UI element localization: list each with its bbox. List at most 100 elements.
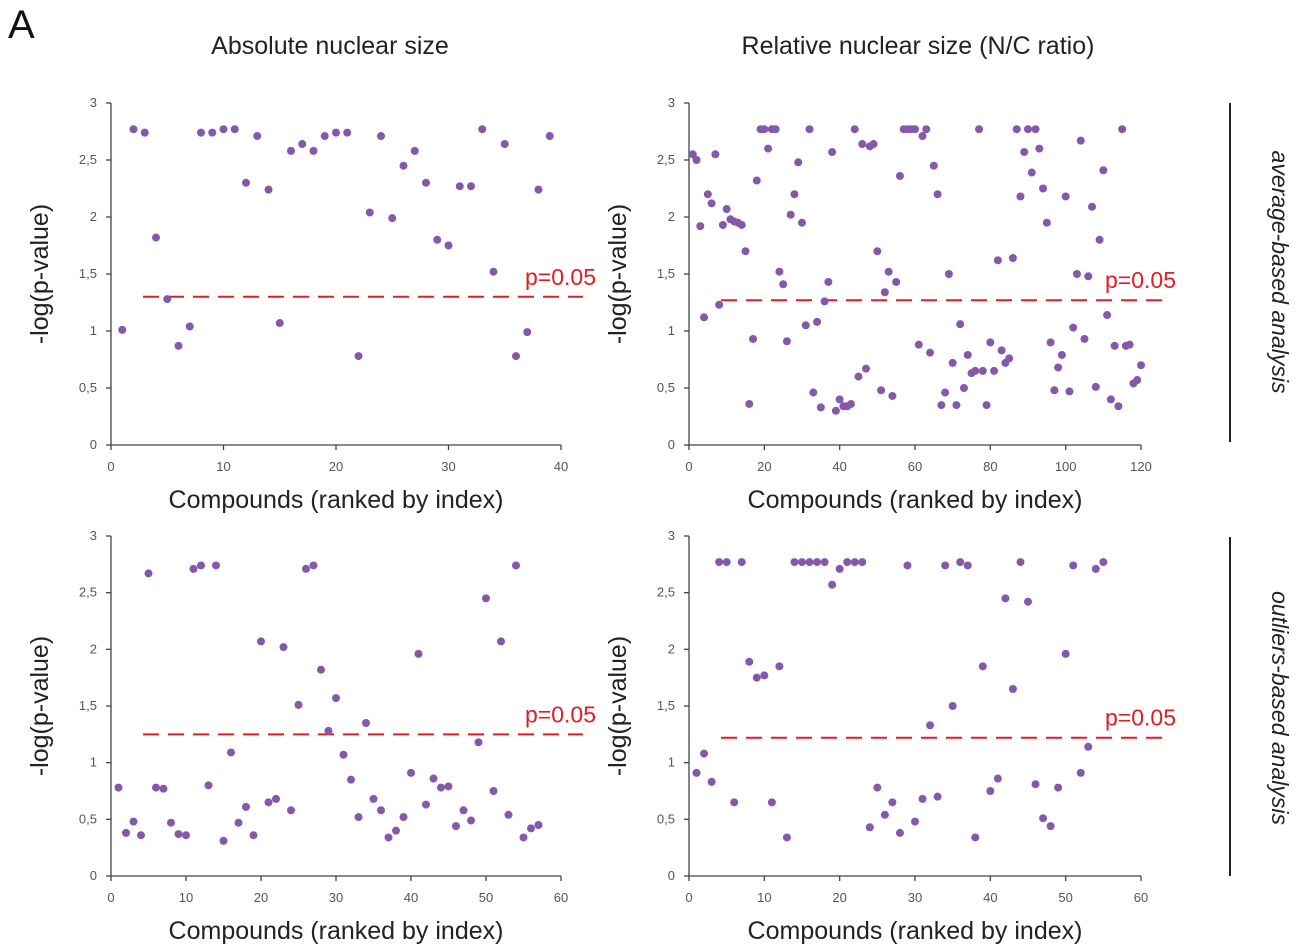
data-point — [174, 830, 183, 839]
data-point — [880, 810, 889, 819]
data-point — [1106, 395, 1115, 404]
x-tick-label: 40 — [554, 459, 568, 474]
data-point — [1012, 125, 1021, 134]
data-point — [422, 178, 430, 187]
x-tick-label: 10 — [757, 890, 771, 905]
data-point — [474, 738, 483, 747]
data-point — [820, 297, 829, 306]
data-point — [114, 783, 123, 792]
data-point — [715, 300, 724, 309]
data-point — [978, 366, 987, 375]
data-point — [703, 190, 712, 199]
data-point — [1031, 125, 1040, 134]
data-point — [467, 182, 475, 191]
data-point — [798, 218, 806, 227]
data-point — [877, 386, 886, 395]
data-point — [862, 364, 871, 373]
data-point — [707, 777, 716, 786]
data-point — [903, 561, 912, 570]
y-tick-label: 1,5 — [79, 698, 97, 713]
x-tick-label: 40 — [404, 890, 418, 905]
data-point — [707, 199, 716, 208]
data-point — [1054, 783, 1063, 792]
data-point — [711, 150, 720, 159]
data-point — [354, 352, 363, 361]
data-point — [869, 140, 878, 149]
data-point — [500, 140, 509, 149]
data-point — [118, 325, 127, 334]
y-tick-label: 0,5 — [657, 380, 675, 395]
data-point — [410, 146, 419, 155]
x-tick-label: 30 — [441, 459, 455, 474]
data-point — [782, 833, 791, 842]
data-point — [317, 665, 325, 674]
data-point — [741, 247, 750, 256]
x-tick-label: 20 — [757, 459, 771, 474]
data-point — [809, 388, 818, 397]
data-point — [790, 558, 799, 567]
data-point — [527, 824, 535, 833]
data-point — [805, 125, 814, 134]
data-point — [347, 775, 355, 784]
data-point — [722, 205, 731, 214]
data-point — [275, 319, 284, 328]
data-point — [309, 146, 318, 155]
data-point — [219, 125, 228, 134]
data-point — [365, 208, 374, 217]
data-point — [982, 401, 991, 410]
data-point — [835, 564, 844, 573]
data-point — [737, 558, 746, 567]
data-point — [230, 125, 239, 134]
y-tick-label: 1,5 — [657, 266, 675, 281]
data-point — [1054, 363, 1063, 372]
data-point — [489, 267, 498, 276]
data-point — [786, 210, 795, 219]
data-point — [798, 558, 806, 567]
y-tick-label: 3 — [90, 528, 97, 543]
data-point — [197, 561, 205, 570]
data-point — [752, 176, 761, 185]
data-point — [159, 784, 168, 793]
x-tick-label: 40 — [832, 459, 846, 474]
data-point — [433, 235, 442, 244]
data-point — [1099, 558, 1108, 567]
row-label-outliers: outliers-based analysis — [1267, 591, 1293, 825]
y-tick-label: 0 — [668, 437, 675, 452]
data-point — [437, 783, 445, 792]
data-point — [1065, 387, 1074, 396]
x-tick-label: 0 — [685, 459, 692, 474]
data-point — [971, 366, 980, 375]
data-point — [377, 132, 385, 141]
data-point — [272, 794, 280, 803]
data-point — [933, 190, 942, 199]
data-point — [975, 125, 984, 134]
data-point — [749, 334, 758, 343]
data-point — [948, 358, 957, 367]
data-point — [1057, 350, 1066, 359]
data-point — [752, 673, 761, 682]
data-point — [730, 798, 739, 807]
data-point — [309, 561, 318, 570]
data-point — [523, 328, 532, 337]
data-point — [444, 241, 453, 250]
data-point — [163, 295, 172, 304]
x-tick-label: 20 — [254, 890, 268, 905]
data-point — [700, 313, 709, 322]
x-tick-label: 30 — [908, 890, 922, 905]
data-point — [407, 768, 415, 777]
data-point — [129, 817, 138, 826]
y-axis-title: -log(p-value) — [604, 636, 632, 776]
data-point — [482, 594, 490, 603]
y-tick-label: 1 — [668, 755, 675, 770]
y-tick-label: 2,5 — [79, 585, 97, 600]
data-point — [185, 322, 194, 331]
x-tick-label: 40 — [983, 890, 997, 905]
data-point — [467, 816, 475, 825]
data-point — [779, 280, 788, 289]
y-tick-label: 0 — [90, 437, 97, 452]
data-point — [399, 813, 408, 822]
data-point — [941, 388, 950, 397]
data-point — [1069, 561, 1078, 570]
y-tick-label: 0,5 — [657, 811, 675, 826]
